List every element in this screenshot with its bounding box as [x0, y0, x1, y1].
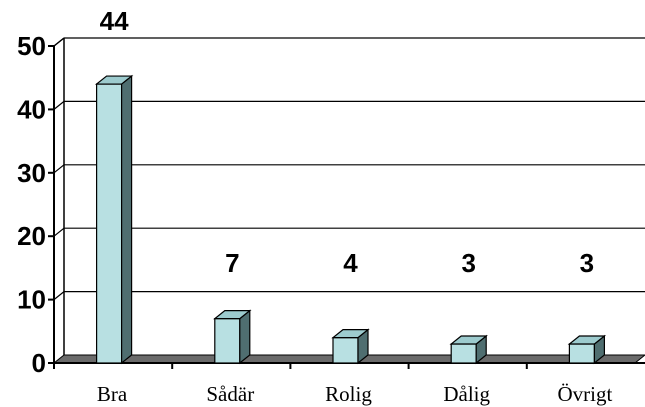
x-tick-label: Sådär [206, 382, 254, 406]
bar-front [95, 83, 123, 364]
x-tick-label: Dålig [443, 382, 490, 406]
gridline-depth [53, 227, 65, 237]
data-labels: 44 7 4 3 3 [100, 6, 594, 278]
y-tick-label: 20 [17, 221, 46, 251]
bar-front [568, 343, 596, 364]
bar-front [332, 337, 359, 364]
y-tick-label: 50 [17, 31, 46, 61]
bar-top [331, 329, 370, 339]
bar-side [239, 309, 251, 365]
axes-layer [48, 38, 645, 369]
bar-side [120, 74, 133, 365]
data-label: 3 [461, 248, 475, 278]
gridline-depth [53, 100, 65, 110]
data-label: 4 [343, 248, 358, 278]
data-label: 44 [100, 6, 129, 36]
grid-layer [53, 37, 645, 301]
data-label: 7 [225, 248, 239, 278]
bar-front [214, 318, 241, 364]
y-tick-label: 0 [32, 348, 46, 378]
y-tick-labels: 0 10 20 30 40 50 [17, 31, 46, 378]
gridline-depth [53, 291, 65, 301]
x-tick-label: Rolig [325, 382, 372, 406]
bar-top [213, 310, 252, 320]
x-tick-label: Bra [97, 382, 128, 406]
y-tick-label: 40 [17, 94, 46, 124]
data-label: 3 [580, 248, 594, 278]
bar-top [94, 75, 134, 85]
x-tick-label: Övrigt [557, 382, 612, 406]
gridline-depth [53, 164, 65, 174]
gridline-depth [53, 37, 65, 47]
y-tick-label: 30 [17, 158, 46, 188]
y-tick-label: 10 [17, 285, 46, 315]
bar-front [450, 343, 477, 364]
x-tick-labels: Bra Sådär Rolig Dålig Övrigt [97, 382, 613, 406]
bars-layer [94, 74, 607, 365]
bar-top [567, 335, 607, 345]
bar-top [449, 335, 488, 345]
